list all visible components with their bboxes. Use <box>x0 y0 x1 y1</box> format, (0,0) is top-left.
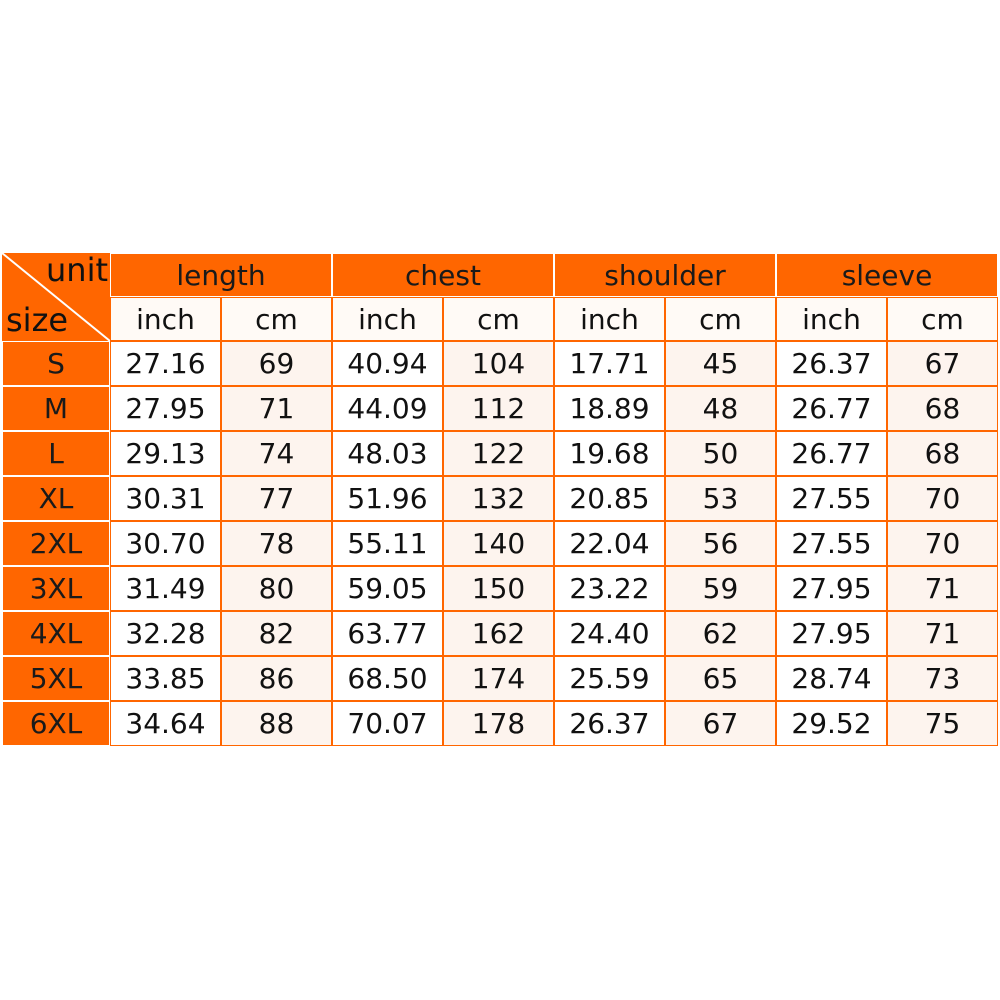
value-cell: 26.37 <box>554 701 665 746</box>
group-header: length <box>110 253 332 297</box>
diagonal <box>2 253 110 341</box>
size-cell: 3XL <box>2 566 110 611</box>
corner-cell: unit size <box>2 251 110 341</box>
value-cell: 112 <box>443 386 554 431</box>
value-cell: 150 <box>443 566 554 611</box>
unit-label: unit <box>46 251 108 289</box>
value-cell: 53 <box>665 476 776 521</box>
value-cell: 174 <box>443 656 554 701</box>
value-cell: 68.50 <box>332 656 443 701</box>
value-cell: 86 <box>221 656 332 701</box>
value-cell: 77 <box>221 476 332 521</box>
size-cell: 5XL <box>2 656 110 701</box>
value-cell: 71 <box>887 611 998 656</box>
value-cell: 23.22 <box>554 566 665 611</box>
value-cell: 88 <box>221 701 332 746</box>
value-cell: 75 <box>887 701 998 746</box>
value-cell: 68 <box>887 386 998 431</box>
size-cell: S <box>2 341 110 386</box>
value-cell: 62 <box>665 611 776 656</box>
value-cell: 27.95 <box>110 386 221 431</box>
value-cell: 32.28 <box>110 611 221 656</box>
value-cell: 17.71 <box>554 341 665 386</box>
size-cell: XL <box>2 476 110 521</box>
value-cell: 65 <box>665 656 776 701</box>
value-cell: 56 <box>665 521 776 566</box>
value-cell: 30.70 <box>110 521 221 566</box>
value-cell: 74 <box>221 431 332 476</box>
value-cell: 27.55 <box>776 521 887 566</box>
size-label: size <box>6 301 69 339</box>
value-cell: 50 <box>665 431 776 476</box>
value-cell: 27.95 <box>776 611 887 656</box>
value-cell: 132 <box>443 476 554 521</box>
value-cell: 178 <box>443 701 554 746</box>
size-cell: M <box>2 386 110 431</box>
unit-header: inch <box>110 297 221 341</box>
size-cell: 6XL <box>2 701 110 746</box>
value-cell: 48.03 <box>332 431 443 476</box>
group-header: shoulder <box>554 253 776 297</box>
size-cell: 2XL <box>2 521 110 566</box>
value-cell: 80 <box>221 566 332 611</box>
value-cell: 59 <box>665 566 776 611</box>
value-cell: 48 <box>665 386 776 431</box>
unit-header: inch <box>776 297 887 341</box>
value-cell: 70.07 <box>332 701 443 746</box>
value-cell: 140 <box>443 521 554 566</box>
value-cell: 82 <box>221 611 332 656</box>
value-cell: 69 <box>221 341 332 386</box>
value-cell: 26.37 <box>776 341 887 386</box>
value-cell: 27.95 <box>776 566 887 611</box>
value-cell: 51.96 <box>332 476 443 521</box>
value-cell: 20.85 <box>554 476 665 521</box>
value-cell: 55.11 <box>332 521 443 566</box>
value-cell: 162 <box>443 611 554 656</box>
value-cell: 67 <box>887 341 998 386</box>
value-cell: 71 <box>221 386 332 431</box>
value-cell: 40.94 <box>332 341 443 386</box>
value-cell: 70 <box>887 521 998 566</box>
value-cell: 25.59 <box>554 656 665 701</box>
unit-header: cm <box>887 297 998 341</box>
value-cell: 122 <box>443 431 554 476</box>
value-cell: 27.16 <box>110 341 221 386</box>
unit-header: cm <box>221 297 332 341</box>
value-cell: 22.04 <box>554 521 665 566</box>
unit-header: inch <box>332 297 443 341</box>
size-cell: L <box>2 431 110 476</box>
value-cell: 33.85 <box>110 656 221 701</box>
value-cell: 63.77 <box>332 611 443 656</box>
size-cell: 4XL <box>2 611 110 656</box>
value-cell: 24.40 <box>554 611 665 656</box>
value-cell: 59.05 <box>332 566 443 611</box>
value-cell: 27.55 <box>776 476 887 521</box>
group-header: chest <box>332 253 554 297</box>
value-cell: 30.31 <box>110 476 221 521</box>
value-cell: 19.68 <box>554 431 665 476</box>
unit-header: cm <box>443 297 554 341</box>
value-cell: 70 <box>887 476 998 521</box>
value-cell: 29.52 <box>776 701 887 746</box>
value-cell: 28.74 <box>776 656 887 701</box>
unit-header: cm <box>665 297 776 341</box>
value-cell: 78 <box>221 521 332 566</box>
value-cell: 44.09 <box>332 386 443 431</box>
value-cell: 26.77 <box>776 431 887 476</box>
value-cell: 29.13 <box>110 431 221 476</box>
unit-header: inch <box>554 297 665 341</box>
value-cell: 31.49 <box>110 566 221 611</box>
value-cell: 104 <box>443 341 554 386</box>
value-cell: 18.89 <box>554 386 665 431</box>
value-cell: 26.77 <box>776 386 887 431</box>
value-cell: 67 <box>665 701 776 746</box>
value-cell: 73 <box>887 656 998 701</box>
value-cell: 45 <box>665 341 776 386</box>
group-header: sleeve <box>776 253 998 297</box>
value-cell: 34.64 <box>110 701 221 746</box>
value-cell: 68 <box>887 431 998 476</box>
value-cell: 71 <box>887 566 998 611</box>
